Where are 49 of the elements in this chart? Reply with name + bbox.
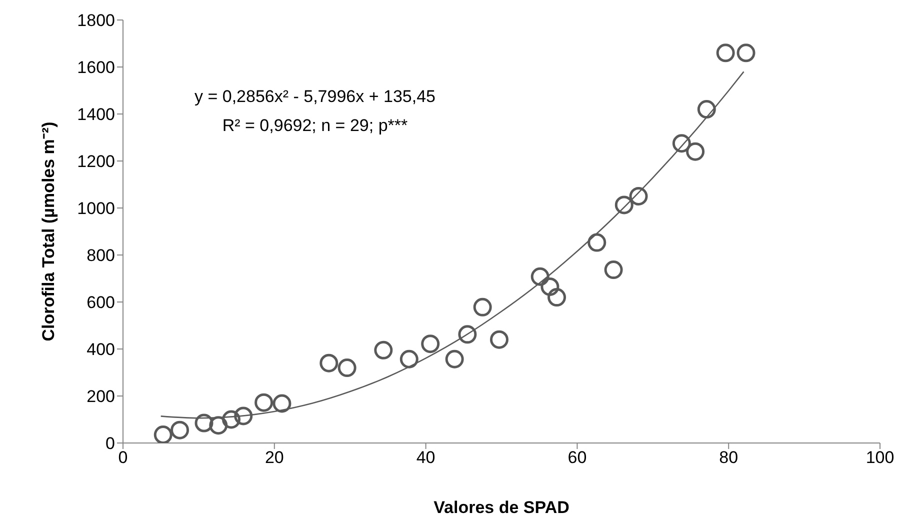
point — [629, 187, 648, 206]
point — [234, 406, 253, 426]
point — [736, 44, 756, 62]
y-axis-title: Clorofila Total (µmoles m⁻²) — [39, 122, 58, 342]
y-tick-label: 1400 — [77, 105, 115, 124]
point — [548, 288, 566, 307]
point — [400, 350, 418, 368]
point — [170, 420, 190, 440]
x-tick-label: 80 — [719, 448, 738, 468]
point — [421, 334, 440, 354]
x-axis-title: Valores de SPAD — [434, 498, 570, 517]
point — [614, 196, 634, 214]
y-tick-label: 0 — [106, 434, 115, 454]
point — [686, 142, 705, 161]
point — [338, 358, 356, 378]
y-tick-label: 1600 — [77, 58, 115, 78]
annotation: y = 0,2856x² - 5,7996x + 135,45 — [193, 87, 436, 107]
point — [716, 44, 735, 62]
x-tick-label: 0 — [118, 448, 128, 468]
x-tick-label: 100 — [866, 448, 894, 468]
y-tick-label: 200 — [86, 387, 115, 406]
annotation: R² = 0,9692; n = 29; p*** — [221, 116, 409, 136]
point — [272, 394, 292, 413]
point — [458, 325, 477, 344]
y-tick-label: 1000 — [77, 199, 115, 218]
point — [473, 298, 492, 316]
point — [672, 134, 691, 153]
point — [697, 100, 716, 119]
point — [209, 416, 228, 435]
x-tick-label: 20 — [264, 448, 284, 468]
x-tick-label: 40 — [416, 448, 436, 468]
point — [320, 354, 338, 372]
y-tick-label: 1200 — [77, 152, 115, 172]
point — [222, 410, 240, 429]
y-tick-label: 600 — [86, 293, 115, 312]
point — [604, 260, 623, 280]
point — [254, 393, 274, 412]
y-tick-label: 400 — [86, 340, 115, 360]
point — [490, 330, 508, 349]
point — [194, 414, 214, 432]
point — [374, 340, 393, 360]
y-tick-label: 1800 — [77, 11, 115, 30]
point — [588, 233, 606, 252]
point — [445, 350, 464, 368]
point — [154, 426, 172, 443]
x-tick-label: 60 — [568, 448, 587, 468]
y-tick-label: 800 — [86, 246, 115, 266]
point — [540, 277, 560, 296]
point — [530, 267, 550, 286]
